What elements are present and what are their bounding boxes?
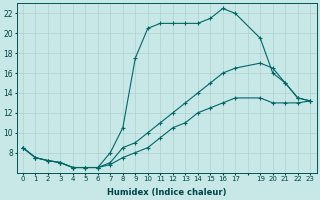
X-axis label: Humidex (Indice chaleur): Humidex (Indice chaleur)	[107, 188, 226, 197]
